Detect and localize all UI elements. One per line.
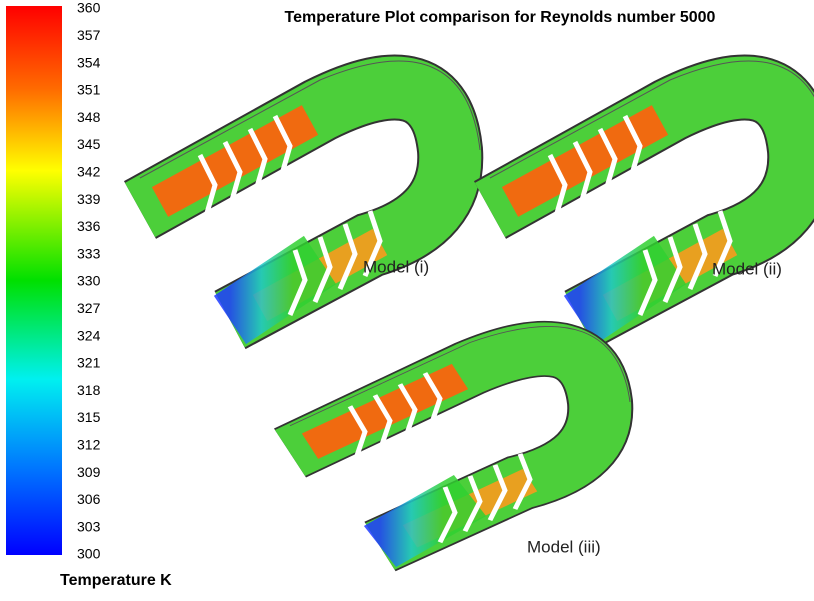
colorbar-tick-label: 357 (77, 27, 101, 43)
colorbar-tick-label: 354 (77, 54, 101, 70)
colorbar-tick-label: 351 (77, 82, 101, 98)
colorbar-ticks: 360 357 354 351 348 345 342 339 336 333 330 327 324 3… (77, 0, 101, 562)
colorbar-tick-label: 327 (77, 300, 101, 316)
colorbar-tick-label: 333 (77, 245, 101, 261)
colorbar-tick-label: 336 (77, 218, 101, 234)
colorbar (6, 6, 62, 555)
model-label: Model (ii) (712, 259, 782, 278)
title: Temperature Plot comparison for Reynolds… (285, 9, 716, 26)
colorbar-tick-label: 318 (77, 382, 101, 398)
model-render (290, 326, 630, 546)
colorbar-label: Temperature K (60, 572, 172, 589)
colorbar-tick-label: 312 (77, 437, 101, 453)
colorbar-tick-label: 360 (77, 0, 101, 16)
colorbar-tick-label: 309 (77, 464, 101, 480)
colorbar-tick-label: 330 (77, 273, 101, 289)
colorbar-tick-label: 345 (77, 136, 101, 152)
colorbar-tick-label: 348 (77, 109, 101, 125)
model-label: Model (i) (363, 257, 429, 276)
model-render (490, 61, 814, 320)
colorbar-tick-label: 339 (77, 191, 101, 207)
colorbar-tick-label: 342 (77, 164, 101, 180)
colorbar-tick-label: 321 (77, 355, 101, 371)
colorbar-tick-label: 315 (77, 409, 101, 425)
colorbar-tick-label: 303 (77, 518, 101, 534)
figure: Temperature K Temperature Plot compariso… (0, 0, 814, 596)
model-render (140, 61, 480, 320)
colorbar-tick-label: 324 (77, 327, 101, 343)
model-label: Model (iii) (527, 537, 601, 556)
colorbar-tick-label: 300 (77, 546, 101, 562)
colorbar-tick-label: 306 (77, 491, 101, 507)
